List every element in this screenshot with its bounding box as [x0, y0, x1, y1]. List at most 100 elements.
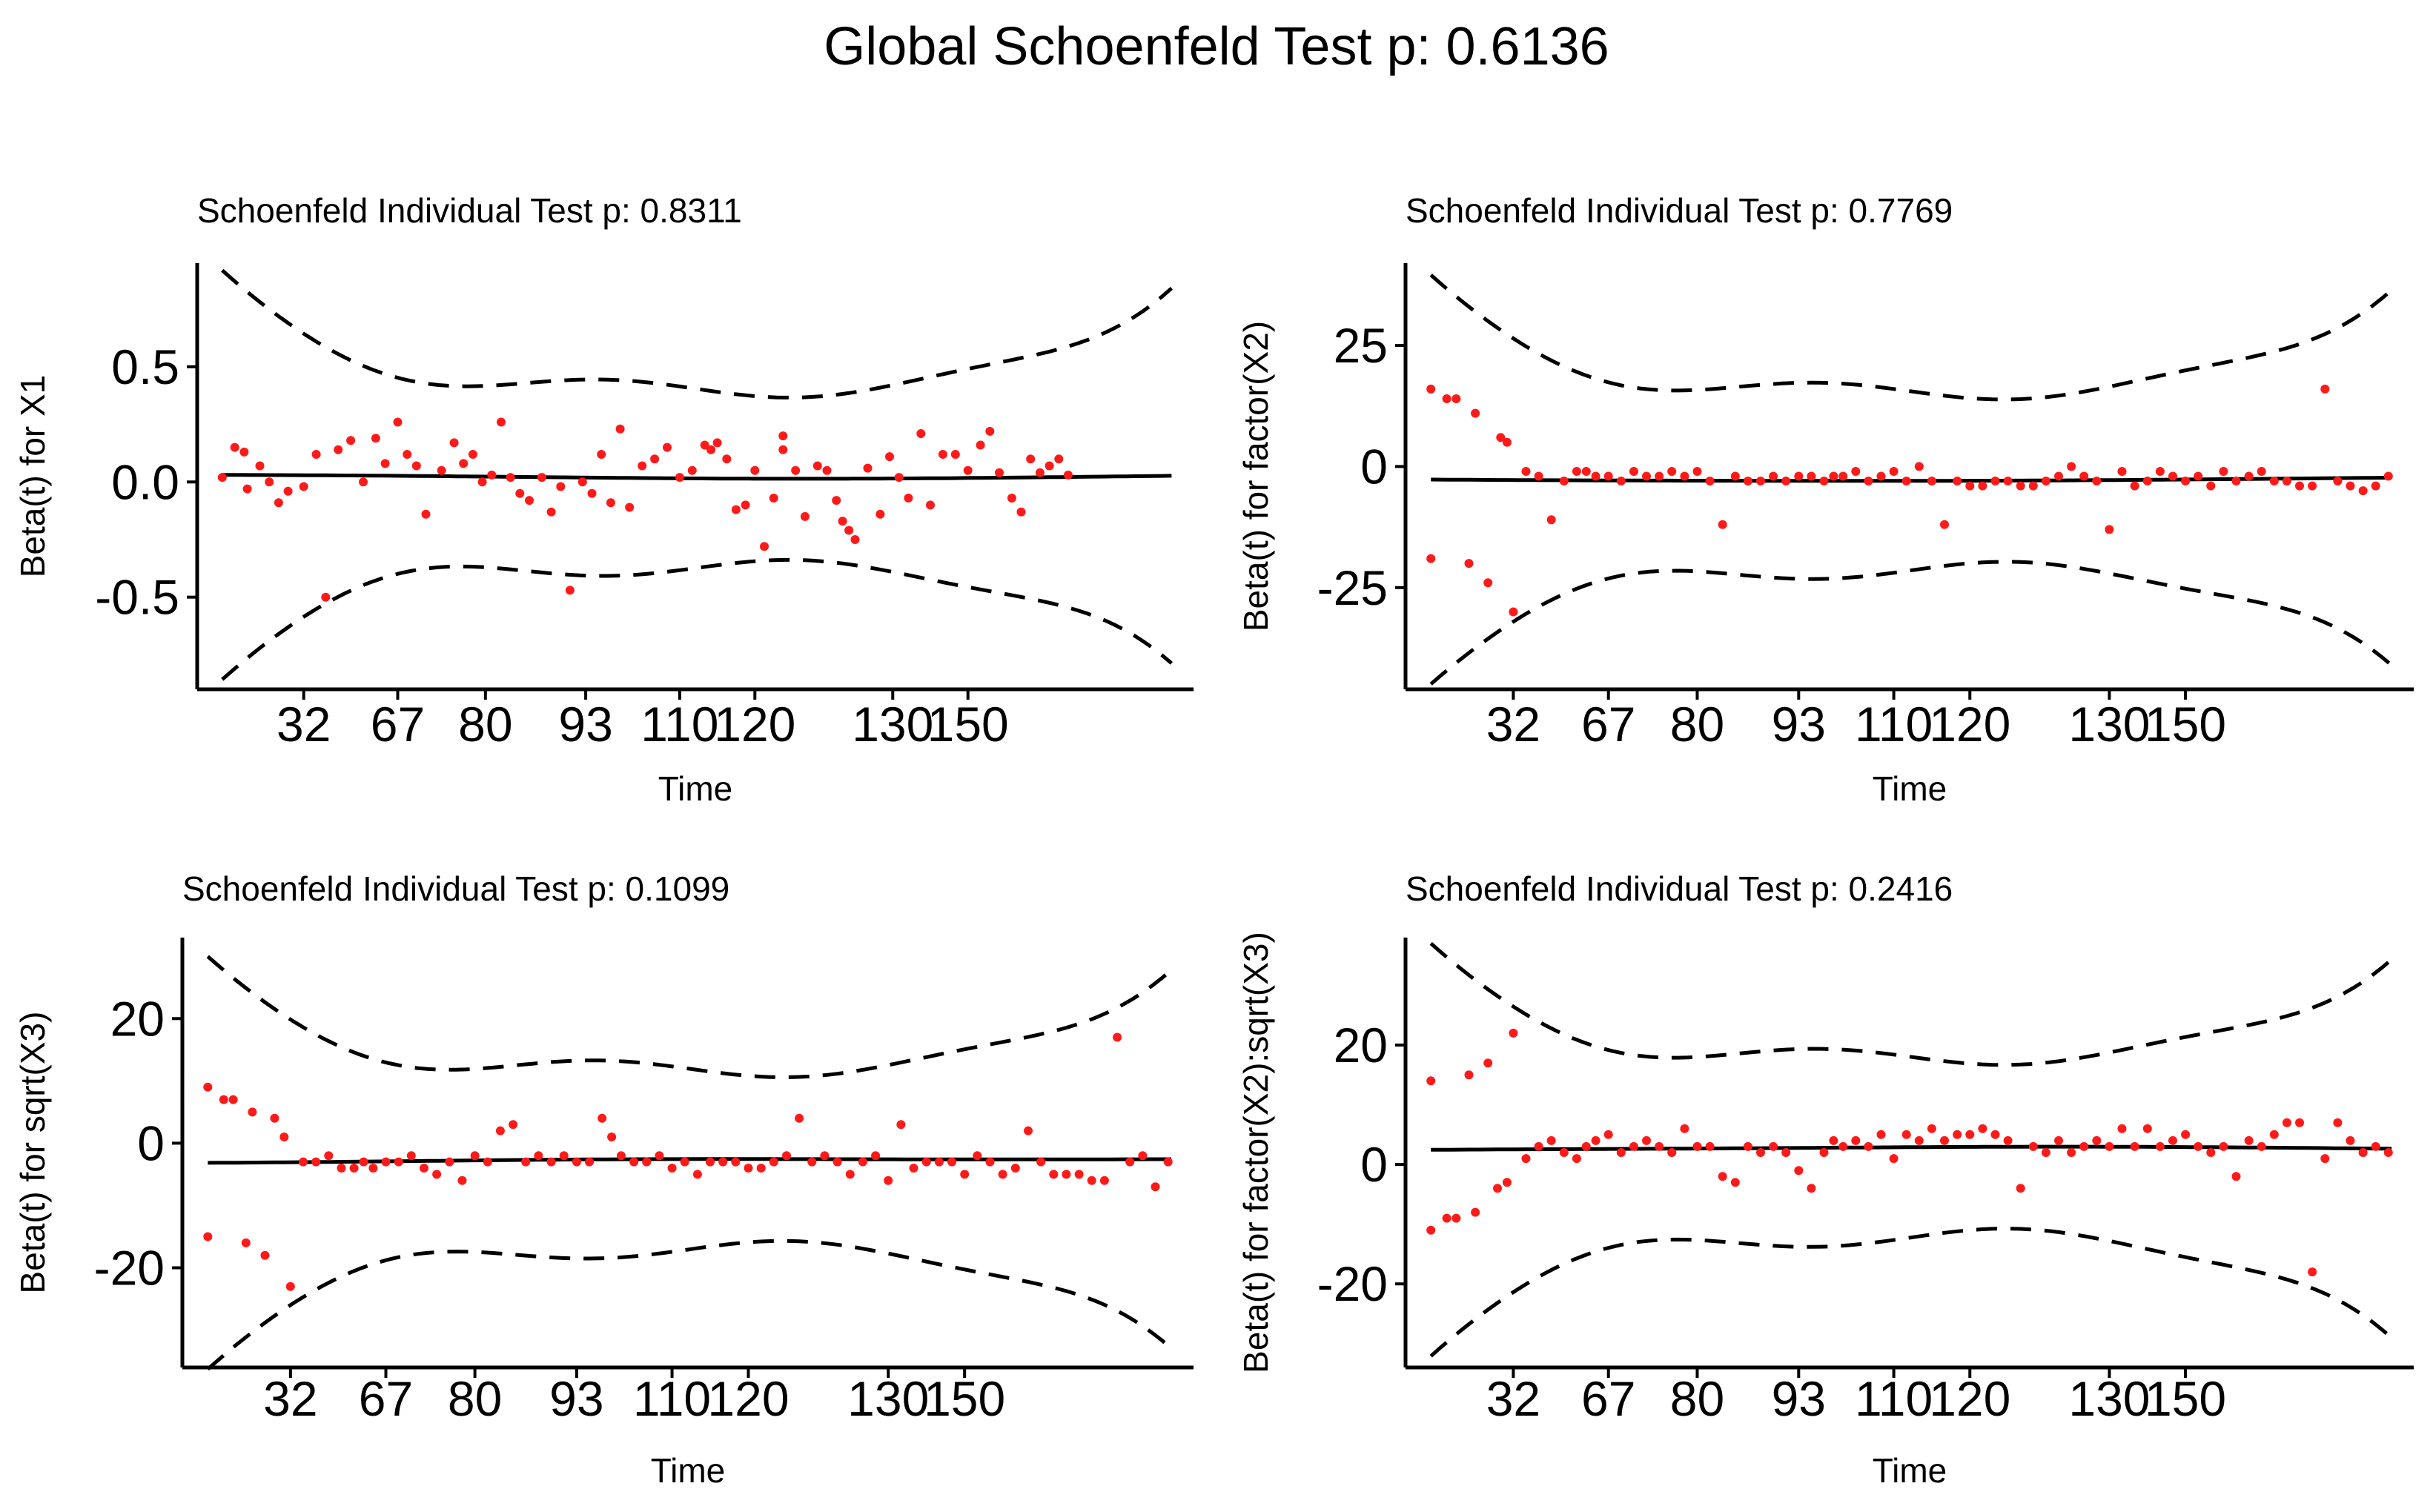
residual-point [1113, 1032, 1122, 1042]
residual-point [2219, 1141, 2228, 1151]
residual-point [349, 1164, 359, 1173]
residual-point [242, 484, 252, 494]
residual-point [1629, 467, 1638, 476]
residual-point [1927, 477, 1936, 485]
x-axis-label: Time [658, 769, 733, 808]
residual-point [1642, 1135, 1651, 1145]
residual-point [1054, 454, 1064, 464]
x-tick-label: 130 [2068, 1371, 2150, 1426]
fit-line [208, 1157, 1171, 1165]
residual-point [2308, 481, 2317, 491]
y-axis-label: Beta(t) for factor(X2):sqrt(X3) [1237, 932, 1275, 1373]
residual-point [228, 1095, 238, 1104]
residual-point [598, 1113, 607, 1123]
residual-point [521, 1157, 531, 1167]
residual-point [607, 1133, 617, 1141]
residual-point [844, 525, 854, 535]
residual-point [667, 1164, 677, 1173]
lower-band-line [221, 557, 1174, 681]
residual-point [2054, 1135, 2063, 1145]
residual-point [1819, 1148, 1829, 1157]
residual-point [795, 1113, 804, 1123]
residual-point [2383, 1148, 2393, 1157]
residual-point [706, 1157, 715, 1167]
lower-band-line [1429, 1227, 2393, 1358]
residual-point [1572, 467, 1581, 476]
residual-point [2194, 471, 2203, 481]
residual-point [2067, 1148, 2076, 1157]
x-tick-label: 150 [924, 1371, 1005, 1426]
residual-point [909, 1164, 918, 1173]
residual-point [509, 1120, 518, 1130]
x-tick-label: 93 [549, 1371, 603, 1426]
residual-point [832, 496, 841, 505]
x-tick-label: 80 [448, 1371, 502, 1426]
residual-point [1125, 1157, 1135, 1167]
residual-point [1819, 477, 1829, 485]
residual-point [858, 1157, 867, 1167]
x-axis-label: Time [1873, 1451, 1947, 1490]
residual-point [2244, 471, 2254, 481]
residual-point [650, 454, 660, 464]
residual-point [791, 465, 801, 475]
residual-point [230, 442, 239, 452]
residual-point [1990, 477, 2000, 485]
residual-point [239, 447, 249, 457]
x-tick-label: 80 [1670, 697, 1724, 752]
residual-point [270, 1113, 279, 1123]
residual-point [812, 461, 822, 471]
x-tick-label: 130 [847, 1371, 929, 1426]
residual-point [1838, 471, 1848, 481]
residual-point [324, 1151, 334, 1161]
residual-point [2016, 481, 2025, 491]
upper-band-line [221, 268, 1174, 399]
residual-point [976, 440, 985, 450]
residual-point [2346, 1135, 2355, 1145]
x-tick-label: 80 [1670, 1371, 1724, 1426]
residual-point [2295, 481, 2304, 491]
residual-point [863, 463, 873, 473]
residual-point [1978, 481, 1987, 491]
residual-point [445, 1157, 454, 1167]
residual-point [2028, 1141, 2038, 1151]
residual-point [260, 1250, 270, 1260]
residual-point [1464, 559, 1474, 568]
residual-point [1616, 477, 1626, 485]
residual-point [1493, 1184, 1502, 1193]
x-tick-label: 110 [1855, 1371, 1933, 1426]
x-tick-label: 32 [277, 697, 331, 752]
residual-point [1521, 467, 1531, 476]
y-tick-label: 0 [1360, 1137, 1388, 1192]
residual-point [947, 1157, 956, 1167]
residual-point [687, 465, 697, 475]
residual-point [537, 473, 546, 483]
residual-point [731, 505, 741, 514]
residual-point [782, 1151, 791, 1161]
y-tick-label: -25 [1317, 560, 1388, 615]
x-tick-label: 120 [707, 1371, 789, 1426]
residual-point [2117, 1124, 2127, 1133]
residual-point [884, 1176, 893, 1185]
residual-point [692, 1170, 702, 1179]
residual-point [406, 1151, 416, 1161]
residual-point [638, 461, 647, 471]
residual-point [2257, 1141, 2266, 1151]
residual-point [2067, 462, 2076, 471]
residual-point [1990, 1130, 2000, 1139]
residual-point [2282, 1118, 2291, 1127]
residual-point [1502, 437, 1512, 447]
y-tick-label: 0.5 [111, 339, 179, 394]
residual-point [1138, 1151, 1148, 1161]
residual-point [2117, 467, 2127, 476]
residual-point [832, 1157, 842, 1167]
residual-point [838, 517, 847, 526]
residual-point [904, 494, 913, 503]
y-axis-label: Beta(t) for factor(X2) [1237, 321, 1275, 631]
residual-point [2041, 477, 2050, 485]
residual-point [642, 1157, 652, 1167]
residual-point [1940, 520, 1949, 529]
residual-point [1559, 1148, 1569, 1157]
residual-point [477, 477, 487, 487]
residual-point [760, 542, 769, 551]
residual-point [2383, 471, 2393, 481]
